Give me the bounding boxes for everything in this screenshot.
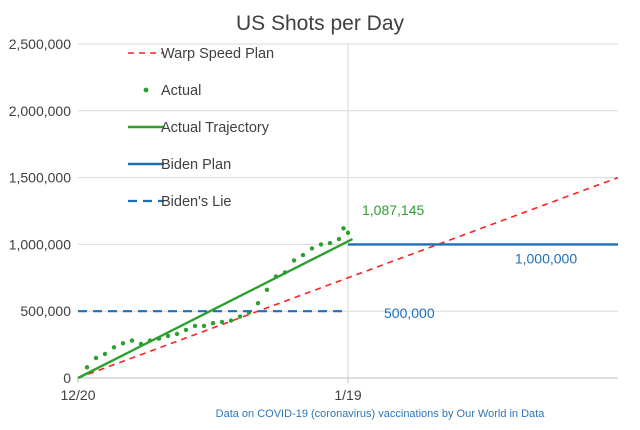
- series-layer: [77, 176, 619, 380]
- y-tick-label: 500,000: [20, 303, 71, 319]
- series-line-actual-trajectory: [77, 238, 354, 380]
- legend-label: Biden's Lie: [161, 194, 231, 210]
- actual-point: [336, 236, 342, 242]
- data-label: 1,087,145: [362, 202, 424, 218]
- actual-point: [318, 242, 324, 247]
- actual-point: [219, 319, 225, 325]
- actual-point: [102, 351, 108, 357]
- y-tick-label: 1,000,000: [9, 236, 71, 252]
- legend-item: Biden Plan: [128, 157, 231, 173]
- y-tick-label: 2,000,000: [9, 103, 71, 119]
- actual-point: [291, 258, 297, 263]
- legend-swatch: [143, 87, 149, 93]
- legend-label: Biden Plan: [161, 157, 231, 173]
- actual-point: [210, 321, 216, 326]
- actual-point: [174, 331, 180, 337]
- gridlines: [78, 43, 618, 378]
- actual-point: [183, 327, 189, 333]
- y-tick-label: 0: [63, 370, 71, 386]
- actual-point: [129, 338, 135, 343]
- x-tick-label: 1/19: [334, 387, 361, 403]
- actual-point: [93, 355, 99, 361]
- y-tick-label: 1,500,000: [9, 170, 71, 186]
- labels-layer: 1,087,145 1,000,000 500,000: [362, 202, 577, 321]
- legend-item: Warp Speed Plan: [128, 46, 274, 62]
- actual-point: [345, 230, 351, 235]
- chart-title: US Shots per Day: [236, 12, 405, 35]
- series-line-warp-speed-plan: [77, 176, 619, 379]
- legend: Warp Speed Plan Actual Actual Trajectory Bi…: [128, 46, 274, 210]
- actual-point: [237, 314, 243, 319]
- actual-point: [120, 341, 126, 346]
- legend-label: Actual Trajectory: [161, 120, 270, 136]
- data-label: 1,000,000: [515, 250, 577, 266]
- actual-point: [192, 323, 198, 329]
- actual-point: [341, 226, 346, 231]
- axes: 0 500,000 1,000,000 1,500,000 2,000,000 2,500…: [9, 36, 618, 403]
- actual-point: [111, 345, 117, 350]
- data-label: 500,000: [384, 305, 435, 321]
- legend-item: Biden's Lie: [128, 194, 231, 210]
- actual-point: [255, 300, 261, 306]
- legend-label: Actual: [161, 83, 201, 99]
- actual-point: [201, 323, 207, 329]
- actual-point: [327, 240, 333, 246]
- actual-point: [264, 287, 270, 293]
- actual-point: [300, 252, 306, 258]
- actual-point: [309, 246, 315, 251]
- actual-point: [84, 365, 90, 370]
- legend-label: Warp Speed Plan: [161, 46, 274, 62]
- actual-point: [228, 318, 234, 323]
- y-tick-label: 2,500,000: [9, 36, 71, 52]
- x-tick-label: 12/20: [60, 387, 95, 403]
- legend-item: Actual: [143, 83, 201, 99]
- source-note: Data on COVID-19 (coronavirus) vaccinati…: [216, 408, 546, 420]
- legend-item: Actual Trajectory: [128, 120, 270, 136]
- actual-point: [165, 333, 171, 339]
